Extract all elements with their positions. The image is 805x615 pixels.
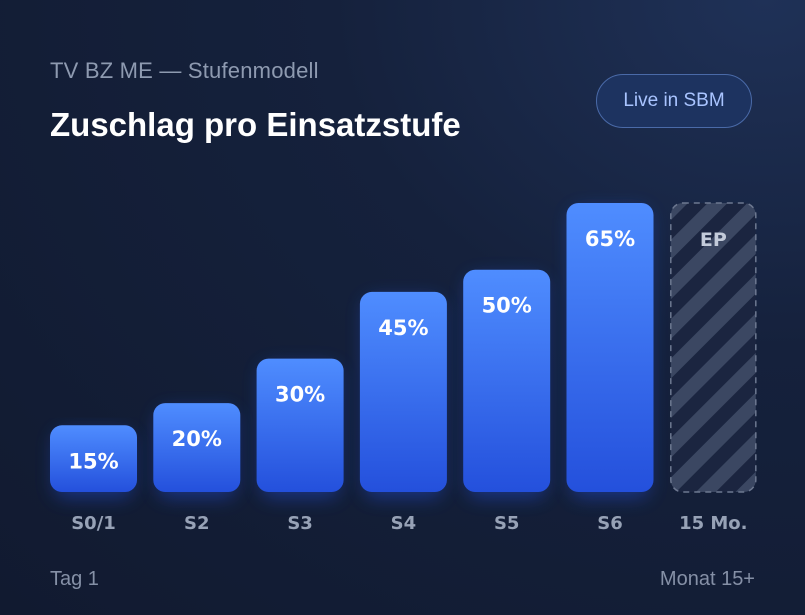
bar-value-label: 65%: [585, 227, 635, 251]
subtitle: TV BZ ME — Stufenmodell: [50, 58, 319, 83]
bar-5: [566, 203, 654, 492]
footer-start-label: Tag 1: [50, 568, 99, 590]
bar-value-label: 15%: [68, 449, 118, 473]
page-title: Zuschlag pro Einsatzstufe: [50, 106, 461, 143]
bar-value-label: 45%: [378, 316, 428, 340]
placeholder-label: EP: [700, 229, 727, 251]
category-label: S6: [597, 513, 623, 534]
bar-0: [50, 425, 137, 492]
category-label: S2: [184, 513, 210, 534]
category-label: 15 Mo.: [679, 513, 747, 534]
live-badge-button[interactable]: Live in SBM: [596, 74, 752, 128]
bar-2: [256, 358, 344, 492]
bar-1: [153, 403, 241, 492]
bar-value-label: 30%: [275, 383, 325, 407]
placeholder-bar: [670, 202, 757, 493]
bar-value-label: 50%: [482, 294, 532, 318]
bar-4: [463, 269, 551, 492]
category-label: S5: [494, 513, 520, 534]
category-label: S3: [287, 513, 313, 534]
category-label: S4: [391, 513, 417, 534]
bar-3: [359, 291, 447, 492]
bar-value-label: 20%: [172, 427, 222, 451]
footer-end-label: Monat 15+: [659, 568, 755, 590]
category-label: S0/1: [71, 513, 116, 534]
